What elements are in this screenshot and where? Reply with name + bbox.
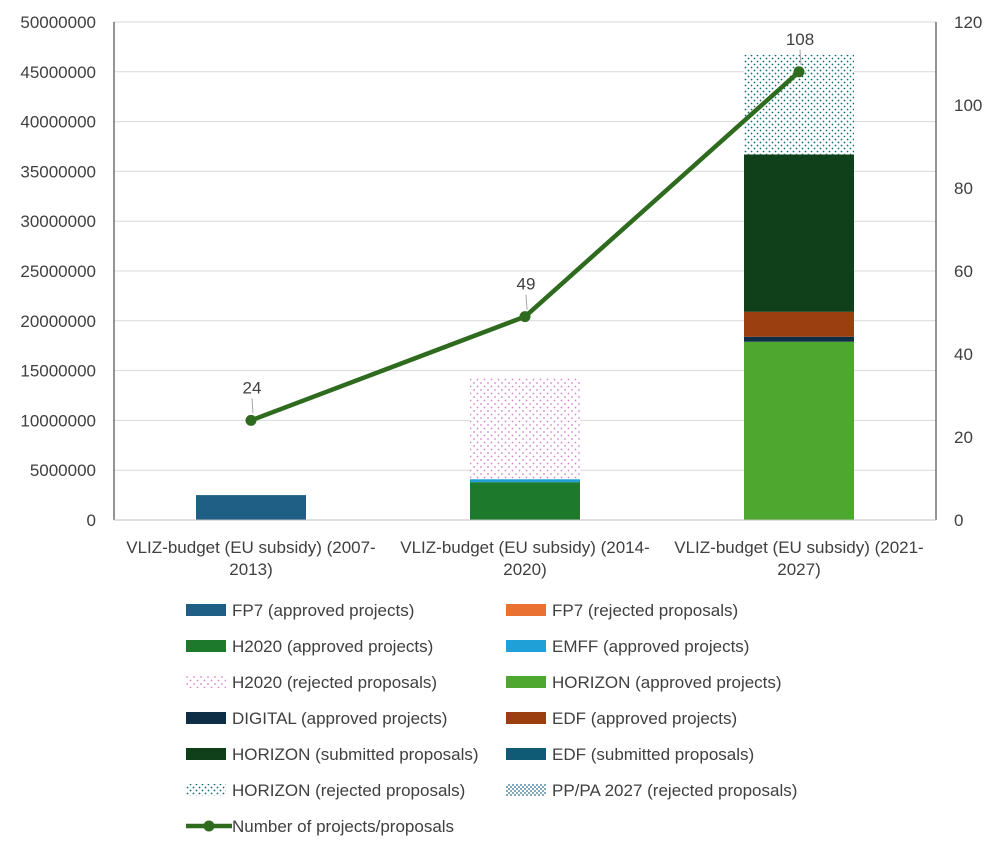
bar-h2020-rejected-proposals <box>470 378 580 480</box>
line-series: 24 49 108 <box>243 30 814 426</box>
bar-edf-approved-projects <box>744 311 854 337</box>
legend-swatch-horizon-rejected-proposals <box>186 784 226 796</box>
legend-label: H2020 (rejected proposals) <box>232 673 437 692</box>
legend-label: HORIZON (approved projects) <box>552 673 782 692</box>
data-label-leader <box>251 398 254 414</box>
bar-digital-approved-projects <box>744 336 854 342</box>
legend-label: EDF (submitted proposals) <box>552 745 754 764</box>
x-tick-label: VLIZ-budget (EU subsidy) (2014- <box>400 538 649 557</box>
y-tick-label: 45000000 <box>20 63 96 82</box>
legend-swatch-digital-approved-projects <box>186 712 226 724</box>
x-tick-label: VLIZ-budget (EU subsidy) (2021- <box>674 538 923 557</box>
bar-emff-approved-projects <box>470 479 580 483</box>
data-label-leader <box>799 49 802 65</box>
legend-swatch-edf-submitted-proposals <box>506 748 546 760</box>
y2-tick-label: 60 <box>954 262 973 281</box>
y2-tick-label: 80 <box>954 179 973 198</box>
data-label: 49 <box>517 275 536 294</box>
tick-labels: 0 5000000 10000000 15000000 20000000 25000000… <box>20 13 982 530</box>
y2-tick-label: 100 <box>954 96 982 115</box>
legend-swatch-h2020-rejected-proposals <box>186 676 226 688</box>
line-point <box>519 311 531 323</box>
y-tick-label: 15000000 <box>20 362 96 381</box>
x-tick-label: 2020) <box>503 560 546 579</box>
bar-horizon-approved-projects <box>744 341 854 520</box>
legend-swatch-fp7-rejected-proposals <box>506 604 546 616</box>
bars <box>196 54 854 520</box>
bar-h2020-approved-projects <box>470 482 580 520</box>
legend-swatch-h2020-approved-projects <box>186 640 226 652</box>
y-tick-label: 30000000 <box>20 212 96 231</box>
y-tick-label: 10000000 <box>20 411 96 430</box>
line-point <box>245 414 257 426</box>
line-point <box>793 66 805 78</box>
projects-line <box>250 70 801 423</box>
legend-swatch-edf-approved-projects <box>506 712 546 724</box>
bar-fp7-approved-projects <box>196 495 306 520</box>
legend-label: Number of projects/proposals <box>232 817 454 836</box>
y2-tick-label: 0 <box>954 511 963 530</box>
y2-tick-label: 120 <box>954 13 982 32</box>
legend-label: EMFF (approved projects) <box>552 637 749 656</box>
x-axis-labels: VLIZ-budget (EU subsidy) (2007- 2013) VLIZ… <box>126 538 923 579</box>
legend-swatch-marker <box>203 820 215 832</box>
legend-label: FP7 (rejected proposals) <box>552 601 738 620</box>
y2-tick-label: 40 <box>954 345 973 364</box>
data-label: 24 <box>243 378 262 397</box>
legend-label: FP7 (approved projects) <box>232 601 414 620</box>
axes <box>113 22 937 521</box>
legend-swatch-horizon-approved-projects <box>506 676 546 688</box>
y-tick-label: 40000000 <box>20 113 96 132</box>
legend-label: HORIZON (rejected proposals) <box>232 781 465 800</box>
legend-label: PP/PA 2027 (rejected proposals) <box>552 781 797 800</box>
legend-swatch-fp7-approved-projects <box>186 604 226 616</box>
y2-tick-label: 20 <box>954 428 973 447</box>
data-label-leader <box>525 294 528 310</box>
legend-swatch-emff-approved-projects <box>506 640 546 652</box>
y-tick-label: 25000000 <box>20 262 96 281</box>
legend-label: H2020 (approved projects) <box>232 637 433 656</box>
legend-swatch-horizon-submitted-proposals <box>186 748 226 760</box>
y-tick-label: 50000000 <box>20 13 96 32</box>
x-tick-label: 2027) <box>777 560 820 579</box>
legend: FP7 (approved projects) FP7 (rejected pro… <box>186 601 797 836</box>
x-tick-label: VLIZ-budget (EU subsidy) (2007- <box>126 538 375 557</box>
y-tick-label: 5000000 <box>30 461 96 480</box>
data-label: 108 <box>786 30 814 49</box>
x-tick-label: 2013) <box>229 560 272 579</box>
y-tick-label: 35000000 <box>20 162 96 181</box>
y-tick-label: 0 <box>87 511 96 530</box>
legend-label: HORIZON (submitted proposals) <box>232 745 479 764</box>
y-tick-label: 20000000 <box>20 312 96 331</box>
legend-label: DIGITAL (approved projects) <box>232 709 447 728</box>
legend-swatch-pp-pa-2027-rejected-proposals <box>506 784 546 796</box>
bar-horizon-submitted-proposals <box>744 154 854 312</box>
legend-label: EDF (approved projects) <box>552 709 737 728</box>
